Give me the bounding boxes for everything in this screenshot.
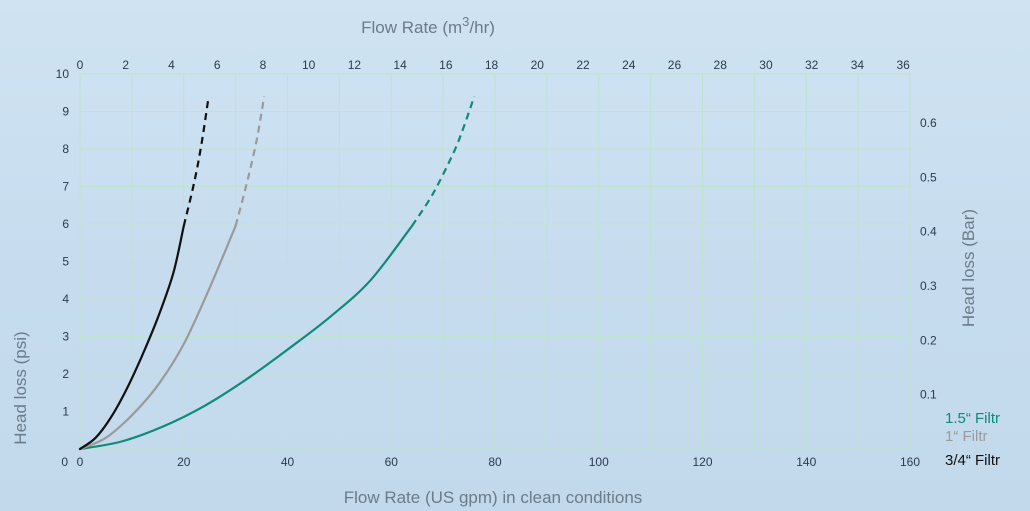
y-left-tick-label: 5 — [62, 255, 69, 269]
chart-series — [78, 96, 476, 451]
x-top-tick-label: 12 — [348, 58, 362, 72]
y-right-tick-label: 0.1 — [920, 388, 937, 402]
series-line-solid-2 — [78, 224, 185, 451]
x-top-tick-label: 28 — [714, 58, 728, 72]
y-left-tick-label: 7 — [62, 180, 69, 194]
x-top-tick-label: 4 — [168, 58, 175, 72]
x-bottom-tick-label: 60 — [385, 455, 399, 469]
x-top-tick-label: 34 — [851, 58, 865, 72]
x-bottom-tick-label: 80 — [488, 455, 502, 469]
x-top-tick-label: 16 — [439, 58, 453, 72]
series-line-dashed-1 — [234, 96, 266, 227]
legend-entry-0: 1.5“ Filtr — [945, 410, 1000, 427]
x-top-tick-label: 30 — [759, 58, 773, 72]
y-right-tick-label: 0.2 — [920, 333, 937, 347]
legend-entry-1: 1“ Filtr — [945, 428, 988, 445]
y-right-tick-label: 0.4 — [920, 225, 937, 239]
y-left-tick-label: 2 — [62, 367, 69, 381]
x-top-tick-label: 36 — [896, 58, 910, 72]
x-top-tick-label: 10 — [302, 58, 316, 72]
x-bottom-tick-label: 40 — [281, 455, 295, 469]
y-left-tick-label: 1 — [62, 405, 69, 419]
series-line-solid-0 — [78, 224, 414, 451]
left-axis-title: Head loss (psi) — [11, 331, 30, 444]
legend-entry-2: 3/4“ Filtr — [945, 452, 1000, 469]
series-line-dashed-0 — [411, 96, 476, 227]
y-left-tick-label: 9 — [62, 105, 69, 119]
y-left-tick-label: 4 — [62, 292, 69, 306]
x-bottom-tick-label: 20 — [177, 455, 191, 469]
x-top-tick-label: 0 — [77, 58, 84, 72]
series-line-dashed-2 — [182, 96, 210, 227]
x-bottom-tick-label: 100 — [589, 455, 609, 469]
x-top-tick-label: 2 — [122, 58, 129, 72]
x-top-tick-label: 24 — [622, 58, 636, 72]
y-right-tick-label: 0.5 — [920, 170, 937, 184]
x-bottom-tick-label: 120 — [692, 455, 712, 469]
y-left-tick-label: 10 — [56, 67, 70, 81]
right-axis-title: Head loss (Bar) — [959, 209, 978, 327]
y-right-tick-label: 0.6 — [920, 116, 937, 130]
x-bottom-tick-label: 0 — [77, 455, 84, 469]
y-left-tick-label: 8 — [62, 142, 69, 156]
x-top-tick-label: 32 — [805, 58, 819, 72]
x-top-tick-label: 18 — [485, 58, 499, 72]
x-bottom-tick-label: 140 — [796, 455, 816, 469]
chart-grid — [79, 73, 911, 450]
x-top-tick-label: 20 — [531, 58, 545, 72]
y-left-tick-label: 0 — [61, 455, 68, 469]
y-right-tick-label: 0.3 — [920, 279, 937, 293]
x-top-tick-label: 26 — [668, 58, 682, 72]
x-bottom-tick-label: 160 — [900, 455, 920, 469]
x-top-tick-label: 8 — [260, 58, 267, 72]
top-axis-title: Flow Rate (m3/hr) — [361, 14, 495, 37]
y-left-tick-label: 3 — [62, 330, 69, 344]
x-top-tick-label: 6 — [214, 58, 221, 72]
y-left-tick-label: 6 — [62, 217, 69, 231]
series-line-solid-1 — [78, 224, 237, 451]
x-top-tick-label: 22 — [576, 58, 590, 72]
x-top-tick-label: 14 — [393, 58, 407, 72]
bottom-axis-title: Flow Rate (US gpm) in clean conditions — [344, 488, 643, 507]
